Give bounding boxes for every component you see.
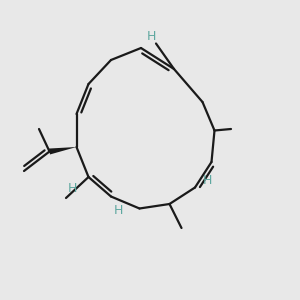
Polygon shape xyxy=(49,147,76,154)
Text: H: H xyxy=(114,203,123,217)
Text: H: H xyxy=(202,173,212,187)
Text: H: H xyxy=(147,29,156,43)
Text: H: H xyxy=(67,182,77,196)
